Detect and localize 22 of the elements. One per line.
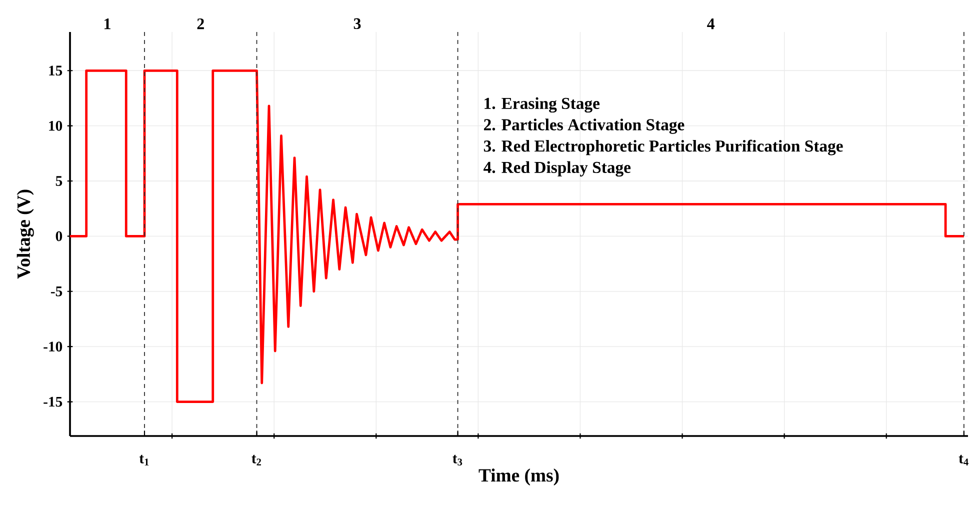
line-series — [68, 69, 966, 403]
x-axis-title: Time (ms) — [478, 468, 559, 486]
y-axis-title: Voltage (V) — [16, 190, 34, 279]
y-tick-label: 15 — [49, 66, 62, 76]
annotation: 4. Red Display Stage — [484, 161, 631, 177]
y-tick-label: 10 — [49, 120, 62, 131]
y-tick-label: 0 — [56, 231, 62, 242]
text: 3 — [354, 18, 361, 30]
y-tick-label: -5 — [50, 286, 62, 296]
ref-line-label: t$_{3}$ — [452, 454, 462, 466]
annotation: 2. Particles Activation Stage — [484, 118, 684, 134]
annotation: 1. Erasing Stage — [484, 97, 600, 113]
ref-line-label: t$_{1}$ — [139, 454, 149, 466]
y-tick-label: 5 — [56, 176, 62, 186]
annotation: 3. Red Electrophoretic Particles Purification Stage — [484, 140, 843, 156]
text: 2 — [197, 18, 204, 30]
y-tick-label: -10 — [44, 342, 62, 352]
ref-line-label: t$_{2}$ — [252, 454, 261, 466]
text: 1 — [104, 18, 110, 30]
text: 4 — [707, 18, 715, 30]
y-tick-label: -15 — [44, 396, 62, 407]
ref-line-label: t$_{4}$ — [958, 454, 968, 466]
